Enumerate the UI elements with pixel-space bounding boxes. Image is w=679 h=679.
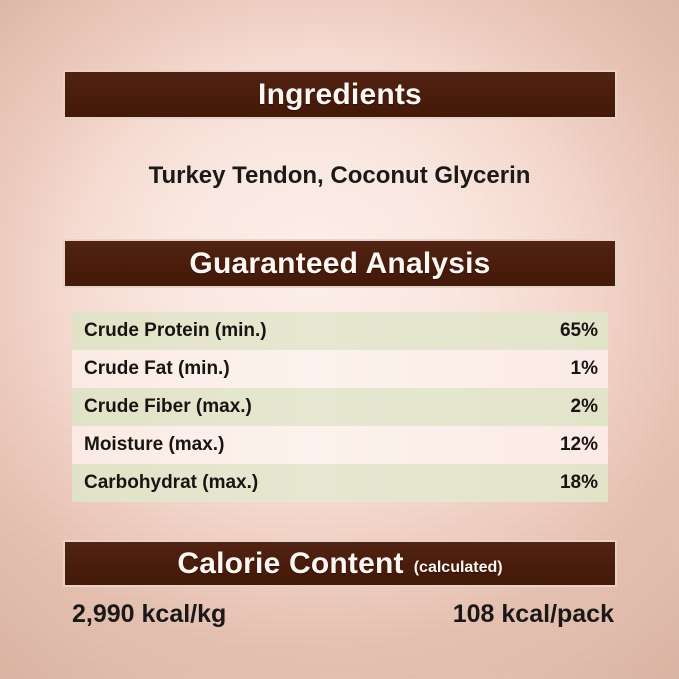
nutrient-value: 12% <box>559 434 598 455</box>
table-row: Crude Fiber (max.) 2% <box>72 388 608 426</box>
table-row: Carbohydrat (max.) 18% <box>72 464 608 502</box>
calorie-content-heading-banner: Calorie Content (calculated) <box>63 540 617 587</box>
guaranteed-analysis-heading-banner: Guaranteed Analysis <box>63 239 617 288</box>
calories-per-pack-value: 108 kcal/pack <box>452 600 614 628</box>
calorie-content-heading-text: Calorie Content <box>177 546 404 580</box>
nutrient-name: Crude Fat (min.) <box>84 358 230 379</box>
nutrient-value: 65% <box>559 320 598 341</box>
nutrient-value: 2% <box>570 396 598 417</box>
table-row: Moisture (max.) 12% <box>72 426 608 464</box>
ingredients-list-text: Turkey Tendon, Coconut Glycerin <box>148 162 531 189</box>
calories-per-kg-value: 2,990 kcal/kg <box>72 600 227 628</box>
nutrient-value: 1% <box>570 358 598 379</box>
nutrient-value: 18% <box>559 472 598 493</box>
nutrient-name: Carbohydrat (max.) <box>84 472 259 493</box>
table-row: Crude Fat (min.) 1% <box>72 350 608 388</box>
table-row: Crude Protein (min.) 65% <box>72 312 608 350</box>
ingredients-heading-banner: Ingredients <box>63 70 617 119</box>
nutrient-name: Moisture (max.) <box>84 434 225 455</box>
calorie-values-row: 2,990 kcal/kg 108 kcal/pack <box>72 600 614 629</box>
guaranteed-analysis-heading-text: Guaranteed Analysis <box>189 246 491 280</box>
calorie-content-subheading-text: (calculated) <box>413 558 503 576</box>
nutrient-name: Crude Fiber (max.) <box>84 396 252 417</box>
ingredients-heading-text: Ingredients <box>258 77 422 111</box>
nutrient-name: Crude Protein (min.) <box>84 320 267 341</box>
guaranteed-analysis-table: Crude Protein (min.) 65% Crude Fat (min.… <box>72 312 608 502</box>
